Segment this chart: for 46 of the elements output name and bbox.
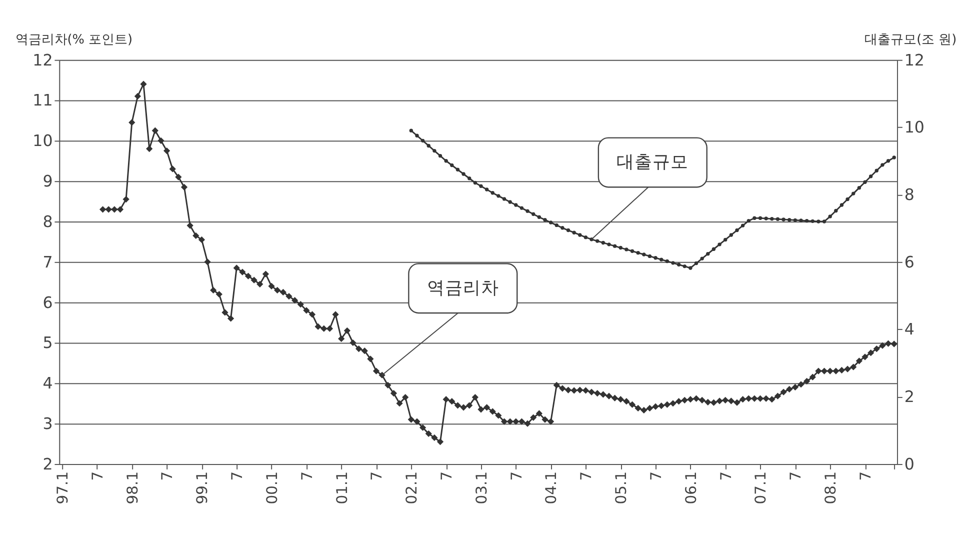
x-tick-label: 7	[368, 471, 386, 481]
x-tick-label: 02.1	[404, 471, 421, 504]
x-tick-label: 7	[508, 471, 526, 481]
y-tick-label: 5	[42, 333, 53, 352]
x-tick-label: 05.1	[613, 471, 630, 504]
y-tick-label: 8	[42, 212, 53, 231]
x-tick-label: 08.1	[822, 471, 840, 504]
x-tick-label: 7	[229, 471, 246, 481]
x-tick-label: 04.1	[543, 471, 560, 504]
x-tick-label: 7	[159, 471, 176, 481]
text: 역금리차	[426, 278, 499, 298]
y2-tick-label: 12	[904, 50, 924, 70]
x-tick-label: 7	[718, 471, 735, 481]
x-tick-label: 7	[438, 471, 456, 481]
x-tick-label: 7	[298, 471, 316, 481]
y2-axis-title: 대출규모(조 원)	[864, 32, 957, 48]
x-tick-label: 06.1	[682, 471, 700, 504]
y-tick-label: 7	[42, 252, 53, 272]
x-tick-label: 7	[857, 471, 874, 481]
y2-tick-label: 10	[904, 118, 924, 137]
y-tick-label: 12	[32, 50, 53, 70]
x-tick-label: 03.1	[473, 471, 490, 504]
y2-tick-label: 6	[904, 252, 914, 272]
y-axis-title: 역금리차(% 포인트)	[15, 32, 132, 48]
y-tick-label: 4	[42, 374, 53, 393]
y-tick-label: 9	[42, 172, 53, 191]
x-tick-label: 7	[89, 471, 106, 481]
text: 대출규모	[616, 152, 689, 172]
x-tick-label: 07.1	[752, 471, 770, 504]
x-tick-label: 98.1	[124, 471, 142, 504]
x-tick-label: 99.1	[194, 471, 212, 504]
y-tick-label: 2	[42, 454, 53, 474]
y2-tick-label: 4	[904, 320, 914, 339]
y-tick-label: 11	[32, 90, 53, 110]
y-tick-label: 6	[42, 292, 53, 312]
x-tick-label: 7	[788, 471, 805, 481]
y-tick-label: 3	[42, 414, 53, 433]
x-tick-label: 7	[648, 471, 665, 481]
y2-tick-label: 2	[904, 387, 914, 406]
y-tick-label: 10	[32, 131, 53, 150]
x-tick-label: 97.1	[54, 471, 72, 504]
x-tick-label: 01.1	[334, 471, 351, 504]
x-tick-label: 00.1	[264, 471, 281, 504]
y2-tick-label: 0	[904, 454, 914, 474]
y2-tick-label: 8	[904, 184, 914, 204]
x-tick-label: 7	[578, 471, 596, 481]
